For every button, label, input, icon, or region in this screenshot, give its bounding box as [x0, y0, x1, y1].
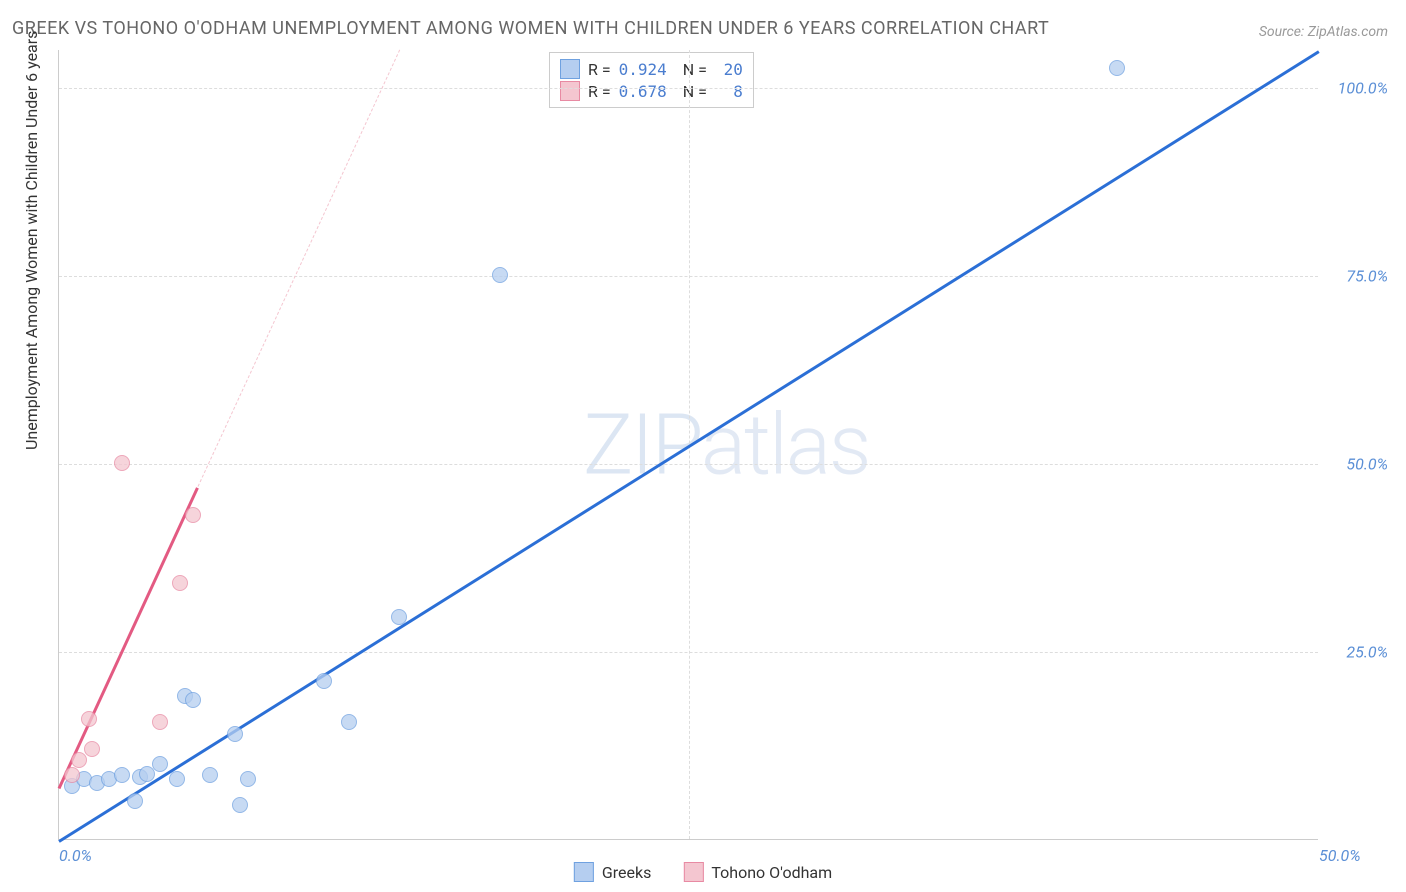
trend-line: [58, 487, 199, 789]
data-point: [64, 767, 80, 783]
data-point: [127, 793, 143, 809]
data-point: [391, 609, 407, 625]
legend-swatch: [560, 81, 580, 101]
legend-item: Greeks: [574, 862, 652, 882]
legend-r-label: R =: [588, 82, 611, 101]
data-point: [169, 771, 185, 787]
y-tick-label: 100.0%: [1338, 78, 1388, 97]
data-point: [152, 756, 168, 772]
data-point: [341, 714, 357, 730]
data-point: [1109, 60, 1125, 76]
legend-swatch: [574, 862, 594, 882]
data-point: [227, 726, 243, 742]
legend-label: Greeks: [602, 863, 652, 882]
chart-title: GREEK VS TOHONO O'ODHAM UNEMPLOYMENT AMO…: [12, 18, 1049, 39]
legend-row: R = 0.924 N = 20: [560, 59, 743, 79]
data-point: [492, 267, 508, 283]
data-point: [172, 575, 188, 591]
legend-row: R = 0.678 N = 8: [560, 81, 743, 101]
trend-line: [197, 50, 400, 487]
legend-n-value: 8: [715, 82, 743, 101]
legend-swatch: [683, 862, 703, 882]
source-attribution: Source: ZipAtlas.com: [1259, 24, 1388, 40]
data-point: [240, 771, 256, 787]
legend-r-label: R =: [588, 60, 611, 79]
legend-r-value: 0.678: [619, 82, 667, 101]
data-point: [84, 741, 100, 757]
y-tick-label: 50.0%: [1346, 454, 1388, 473]
watermark: ZIPatlas: [583, 395, 870, 494]
series-legend: Greeks Tohono O'odham: [574, 862, 832, 882]
x-tick-label: 50.0%: [1319, 846, 1378, 865]
correlation-legend: R = 0.924 N = 20R = 0.678 N = 8: [549, 52, 754, 108]
plot-area: ZIPatlas R = 0.924 N = 20R = 0.678 N = 8…: [58, 50, 1318, 840]
x-tick-label: 0.0%: [59, 846, 92, 865]
data-point: [202, 767, 218, 783]
data-point: [71, 752, 87, 768]
legend-n-value: 20: [715, 60, 743, 79]
data-point: [114, 455, 130, 471]
legend-n-label: N =: [675, 60, 707, 79]
legend-n-label: N =: [675, 82, 707, 101]
data-point: [81, 711, 97, 727]
data-point: [232, 797, 248, 813]
data-point: [114, 767, 130, 783]
legend-r-value: 0.924: [619, 60, 667, 79]
y-tick-label: 75.0%: [1346, 266, 1388, 285]
data-point: [185, 692, 201, 708]
data-point: [316, 673, 332, 689]
data-point: [185, 507, 201, 523]
legend-label: Tohono O'odham: [711, 863, 832, 882]
data-point: [152, 714, 168, 730]
legend-item: Tohono O'odham: [683, 862, 832, 882]
y-tick-label: 25.0%: [1346, 642, 1388, 661]
legend-swatch: [560, 59, 580, 79]
y-axis-label: Unemployment Among Women with Children U…: [22, 31, 41, 450]
